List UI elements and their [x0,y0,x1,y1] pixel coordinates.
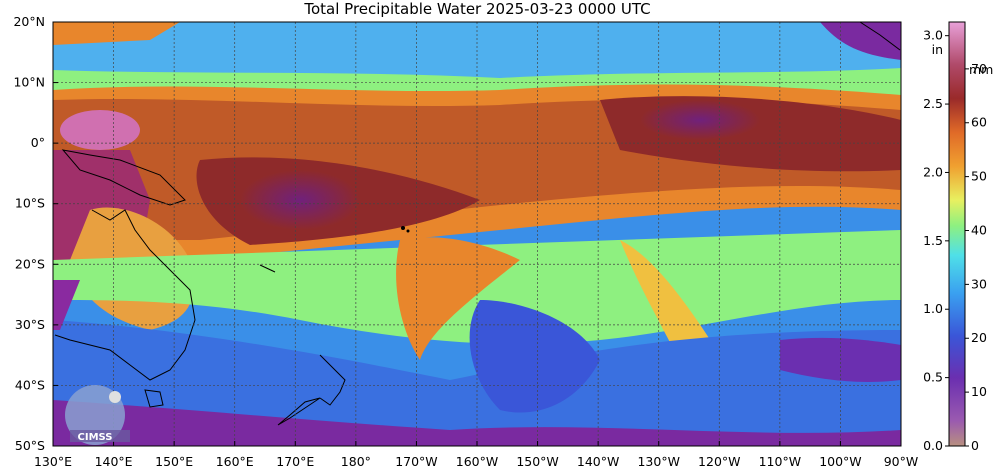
cb-in-label: 2.0 [923,164,943,179]
cb-mm-label: 50 [971,169,987,184]
cb-mm-label: 20 [971,330,987,345]
cb-in-label: 3.0 [923,28,943,43]
cb-mm-label: 0 [971,438,979,453]
lon-label: 160°W [456,454,498,469]
lon-label: 130°W [637,454,679,469]
lon-label: 140°E [95,454,133,469]
lon-label: 140°W [577,454,619,469]
cb-mm-unit: mm [969,62,993,77]
lon-label: 130°E [34,454,72,469]
lat-label: 40°S [15,377,45,392]
longitude-labels: 130°E 140°E 150°E 160°E 170°E 180° 170°W 160°W 1… [34,441,918,469]
coastlines [54,22,901,426]
cb-in-label: 0.5 [923,370,943,385]
cb-mm-label: 30 [971,276,987,291]
lon-label: 120°W [698,454,740,469]
colorbar [948,21,966,447]
lon-label: 160°E [216,454,254,469]
cb-in-label: 2.5 [923,96,943,111]
cb-mm-label: 40 [971,222,987,237]
cimss-logo-text: CIMSS [78,432,113,443]
cb-in-unit: in [932,42,943,57]
lon-label: 90°W [884,454,919,469]
lat-label: 10°N [13,75,45,90]
cb-in-label: 1.0 [923,301,943,316]
lat-label: 30°S [15,317,45,332]
lon-label: 110°W [759,454,801,469]
cb-mm-label: 10 [971,384,987,399]
lon-label: 150°W [516,454,558,469]
lon-label: 170°E [276,454,314,469]
lat-label: 20°N [13,14,45,29]
map-title: Total Precipitable Water 2025-03-23 0000… [304,0,651,18]
lon-label: 150°E [155,454,193,469]
lon-label: 100°W [819,454,861,469]
colorbar-ticks: 3.0 2.5 2.0 1.5 1.0 0.5 0.0 70 60 50 40 30 20 10 0 in mm [923,28,993,453]
graticule [53,22,901,446]
cb-mm-label: 70 [971,61,987,76]
lat-label: 50°S [15,438,45,453]
lon-label: 180° [341,454,371,469]
cimss-logo [65,385,130,445]
cb-in-label: 1.5 [923,233,943,248]
cb-in-label: 0.0 [923,438,943,453]
precipitable-water-field [53,22,901,446]
lat-label: 20°S [15,256,45,271]
lat-label: 0° [31,135,45,150]
lon-label: 170°W [395,454,437,469]
cb-mm-label: 60 [971,115,987,130]
lat-label: 10°S [15,196,45,211]
latitude-labels: 20°N 10°N 0° 10°S 20°S 30°S 40°S 50°S [13,14,58,453]
